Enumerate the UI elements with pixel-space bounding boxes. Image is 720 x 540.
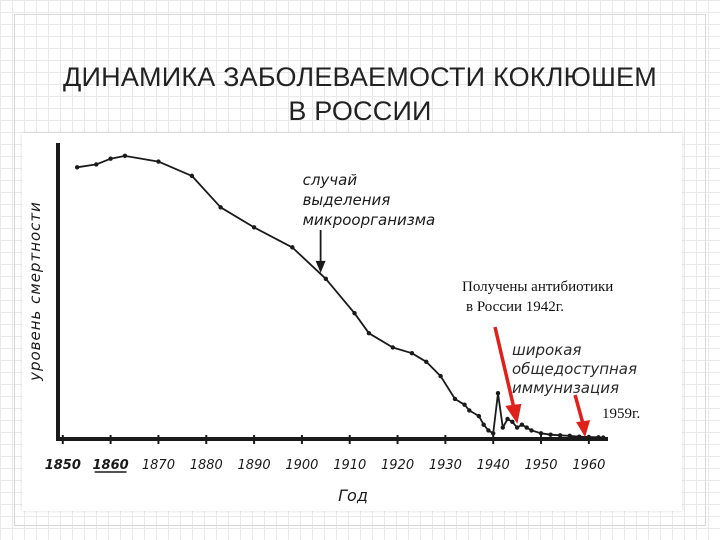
- data-point: [577, 434, 582, 439]
- data-point: [424, 359, 429, 364]
- annotation-immunization-line: общедоступная: [512, 360, 637, 378]
- data-point: [524, 425, 529, 430]
- annotation-immunization-line: иммунизация: [512, 379, 619, 397]
- x-ticks-group: 1850 1860 1870 1880 1890 1900 1910 1920 1930 1940…: [45, 435, 605, 505]
- data-point: [390, 345, 395, 350]
- data-point: [586, 434, 592, 440]
- annotation-antibiotics-line: Получены антибиотики: [462, 279, 613, 295]
- data-point: [596, 435, 601, 440]
- antibiotics-arrow-head: [505, 403, 522, 424]
- x-tick-label: 1950: [524, 458, 557, 473]
- data-point: [567, 433, 572, 439]
- x-tick-label: 1900: [285, 458, 318, 473]
- data-point: [94, 162, 99, 167]
- x-tick-label: 1870: [142, 458, 175, 473]
- data-point: [510, 419, 515, 425]
- data-point: [476, 413, 482, 419]
- data-point: [74, 165, 80, 170]
- x-axis-label: Год: [338, 486, 368, 505]
- annotation-immunization-line: широкая: [512, 341, 581, 359]
- x-tick-label: 1960: [572, 458, 605, 473]
- data-point: [500, 425, 505, 430]
- data-point: [462, 402, 467, 407]
- mortality-chart: уровень смертности 1850 1860 1870 1880 1890 1…: [26, 143, 640, 505]
- data-point: [352, 310, 357, 316]
- data-point: [251, 225, 257, 230]
- data-point: [557, 433, 563, 438]
- data-point: [290, 245, 295, 250]
- x-tick-label: 1930: [429, 458, 462, 473]
- antibiotics-arrow-shaft: [493, 326, 517, 411]
- data-point: [323, 276, 329, 282]
- data-point: [486, 428, 491, 433]
- x-tick-label: 1940: [477, 458, 510, 473]
- data-point: [108, 156, 113, 161]
- annotation-1959: 1959г.: [602, 406, 640, 422]
- x-tick-label: 1880: [190, 458, 223, 473]
- slide-frame: [14, 14, 706, 526]
- annotation-isolation-line: выделения: [303, 191, 391, 209]
- data-point: [481, 422, 486, 427]
- annotation-antibiotics-line: в России 1942г.: [466, 299, 564, 315]
- data-point: [495, 391, 501, 396]
- data-point: [189, 173, 195, 179]
- x-tick-label: 1890: [238, 458, 271, 473]
- data-point: [467, 408, 472, 413]
- x-tick-label: 1910: [333, 458, 366, 473]
- data-point: [218, 205, 223, 210]
- y-axis-label: уровень смертности: [26, 201, 44, 382]
- data-point: [122, 153, 128, 159]
- data-point: [409, 351, 415, 356]
- chart-panel: уровень смертности 1850 1860 1870 1880 1890 1…: [22, 133, 682, 511]
- data-point: [452, 396, 458, 402]
- x-tick-label: 1850: [45, 458, 81, 473]
- data-point: [529, 428, 534, 433]
- data-point: [438, 373, 443, 379]
- x-tick-label: 1860: [93, 458, 129, 473]
- year-1959-arrow-shaft: [573, 394, 585, 425]
- title-line-2: В РОССИИ: [288, 96, 432, 126]
- annotations-group: случай выделения микроорганизма широкаяобще…: [303, 171, 640, 438]
- data-point: [548, 432, 553, 437]
- axes-group: уровень смертности: [26, 143, 608, 441]
- annotation-isolation-line: случай: [303, 171, 358, 189]
- data-point: [156, 159, 161, 164]
- data-point: [514, 425, 520, 430]
- x-tick-label: 1920: [381, 458, 414, 473]
- series-group: [74, 153, 606, 440]
- data-point: [491, 431, 496, 436]
- annotation-isolation-line: микроорганизма: [303, 211, 436, 229]
- data-point: [519, 422, 525, 427]
- year-1959-arrow-head: [576, 420, 591, 438]
- isolation-arrow-head: [315, 260, 326, 273]
- data-point: [505, 416, 510, 422]
- data-point: [366, 330, 372, 336]
- slide-title: ДИНАМИКА ЗАБОЛЕВАЕМОСТИ КОКЛЮШЕМ В РОССИ…: [0, 60, 720, 128]
- data-point: [538, 431, 544, 436]
- data-point: [601, 435, 606, 440]
- title-line-1: ДИНАМИКА ЗАБОЛЕВАЕМОСТИ КОКЛЮШЕМ: [63, 62, 657, 92]
